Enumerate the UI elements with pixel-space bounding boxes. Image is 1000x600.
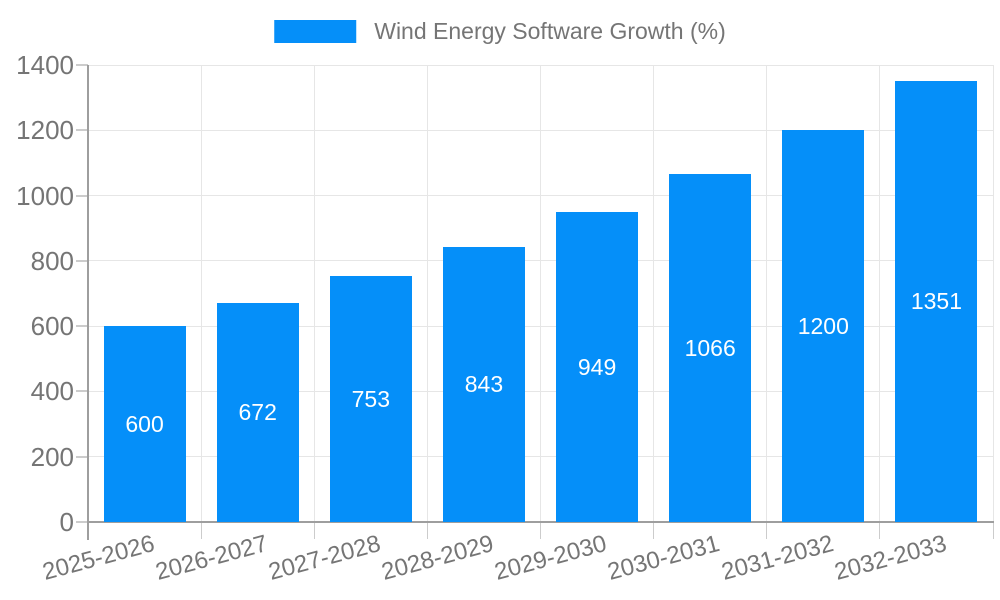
x-axis-tick	[200, 522, 202, 539]
x-gridline	[313, 65, 315, 522]
x-axis-tick	[766, 522, 768, 539]
y-axis-tick-label: 1400	[16, 50, 74, 80]
y-axis-tick	[76, 521, 88, 523]
x-gridline	[200, 65, 202, 522]
x-axis-tick	[992, 522, 994, 539]
y-axis-line	[87, 65, 89, 540]
bar-value-label: 672	[238, 399, 277, 426]
x-gridline	[766, 65, 768, 522]
x-axis-tick	[653, 522, 655, 539]
y-axis-tick	[76, 64, 88, 66]
x-gridline	[653, 65, 655, 522]
y-axis-tick-label: 600	[30, 311, 74, 342]
bar-value-label: 1200	[797, 313, 849, 340]
x-axis-tick	[426, 522, 428, 539]
legend-label: Wind Energy Software Growth (%)	[374, 18, 726, 44]
bar-2026-2027[interactable]	[216, 302, 299, 522]
bar-value-label: 949	[577, 354, 617, 381]
x-gridline	[426, 65, 428, 522]
y-axis-tick-label: 400	[30, 376, 74, 407]
y-axis-tick-label: 200	[30, 441, 74, 472]
x-axis-tick-label: 2030-2031	[605, 530, 723, 586]
bar-value-label: 1066	[684, 335, 736, 361]
y-axis-tick	[76, 129, 88, 132]
y-axis-tick-label: 1200	[16, 115, 74, 146]
bar-value-label: 600	[125, 411, 164, 438]
legend[interactable]: Wind Energy Software Growth (%)	[274, 18, 726, 45]
bar-value-label: 753	[351, 386, 390, 413]
bar-2030-2031[interactable]	[669, 174, 752, 522]
y-axis-tick-label: 0	[59, 507, 74, 537]
bar-2032-2033[interactable]	[895, 80, 978, 522]
bar-2028-2029[interactable]	[442, 246, 525, 522]
y-axis-tick	[76, 390, 88, 393]
x-axis-tick	[879, 522, 881, 539]
bar-2031-2032[interactable]	[782, 130, 865, 522]
y-axis-tick-label: 800	[30, 245, 74, 276]
bar-2027-2028[interactable]	[329, 276, 412, 522]
x-axis-tick-label: 2031-2032	[718, 530, 837, 586]
y-axis-tick	[76, 325, 88, 328]
x-axis-tick-label: 2029-2030	[491, 530, 610, 586]
bar-2029-2030[interactable]	[556, 212, 639, 522]
legend-swatch	[274, 20, 357, 43]
y-axis-tick-label: 1000	[16, 180, 74, 211]
y-axis-tick	[76, 455, 88, 458]
x-axis-tick-label: 2028-2029	[378, 530, 497, 586]
x-axis-tick	[540, 522, 541, 539]
y-axis-tick	[76, 194, 88, 197]
x-axis-tick-label: 2025-2026	[39, 530, 158, 586]
bar-value-label: 843	[464, 371, 504, 398]
bar-2025-2026[interactable]	[103, 326, 186, 522]
x-axis-tick	[313, 522, 315, 539]
y-axis-tick	[76, 259, 88, 262]
x-axis-tick-label: 2027-2028	[265, 530, 384, 586]
x-axis-tick-label: 2032-2033	[831, 530, 950, 586]
x-axis-line	[87, 521, 994, 523]
x-axis-tick-label: 2026-2027	[152, 530, 271, 586]
x-gridline	[992, 65, 994, 522]
x-gridline	[540, 65, 541, 522]
bar-value-label: 1351	[910, 288, 963, 315]
x-gridline	[879, 65, 881, 522]
